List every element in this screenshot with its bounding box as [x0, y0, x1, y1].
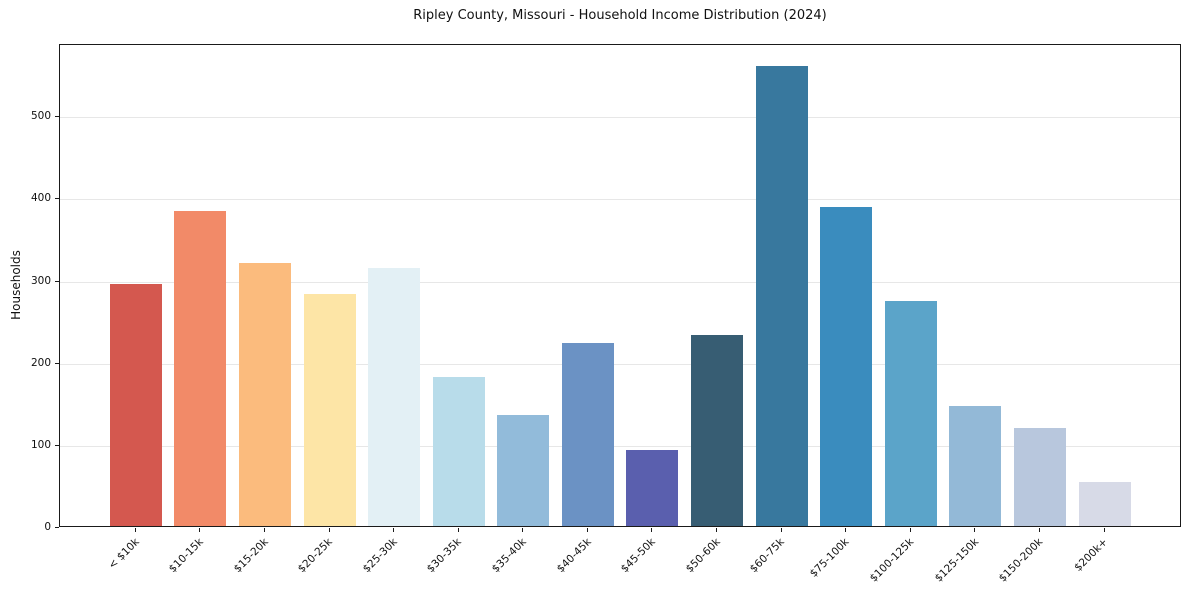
gridline-y-100 — [60, 445, 1180, 447]
bar — [109, 283, 162, 526]
x-tick-mark — [199, 528, 201, 532]
y-tick-label: 400 — [30, 192, 51, 205]
gridline-y-200 — [60, 363, 1180, 365]
x-tick-mark — [522, 528, 524, 532]
gridline-y-500 — [60, 117, 1180, 119]
x-tick-mark — [393, 528, 395, 532]
x-tick-mark — [1038, 528, 1040, 532]
x-tick-mark — [909, 528, 911, 532]
bar — [820, 207, 873, 526]
y-tick-mark — [55, 444, 59, 446]
y-tick-label: 0 — [44, 521, 51, 533]
bar — [1013, 428, 1066, 526]
bar — [432, 376, 485, 526]
bar — [561, 342, 614, 526]
y-tick-mark — [55, 280, 59, 282]
y-tick-label: 300 — [30, 274, 51, 287]
y-tick-label: 200 — [30, 356, 51, 369]
bar — [949, 406, 1002, 526]
y-tick-label: 500 — [30, 110, 51, 123]
y-tick-label: 100 — [30, 438, 51, 451]
bar — [691, 334, 744, 526]
bar — [303, 293, 356, 526]
y-tick-mark — [55, 198, 59, 200]
bar — [884, 300, 937, 526]
plot-area — [59, 44, 1181, 527]
x-tick-mark — [457, 528, 459, 532]
gridline-y-300 — [60, 281, 1180, 283]
bar — [626, 450, 679, 526]
x-tick-mark — [780, 528, 782, 532]
x-tick-mark — [845, 528, 847, 532]
bar — [1078, 481, 1131, 526]
x-tick-label-text: $200k+ — [1072, 536, 1110, 574]
x-tick-label: $200k+ — [962, 536, 1110, 574]
bar — [174, 210, 227, 526]
x-tick-mark — [586, 528, 588, 532]
x-tick-mark — [134, 528, 136, 532]
x-tick-mark — [974, 528, 976, 532]
bar — [497, 415, 550, 526]
chart-title: Ripley County, Missouri - Household Inco… — [413, 8, 827, 23]
x-tick-mark — [263, 528, 265, 532]
x-tick-mark — [1103, 528, 1105, 532]
x-tick-mark — [328, 528, 330, 532]
x-tick-mark — [651, 528, 653, 532]
bar — [368, 268, 421, 526]
bar — [755, 66, 808, 526]
y-tick-mark — [55, 362, 59, 364]
gridline-y-400 — [60, 199, 1180, 201]
x-tick-mark — [716, 528, 718, 532]
y-tick-mark — [55, 527, 59, 528]
y-tick-mark — [55, 116, 59, 118]
bar — [238, 263, 291, 526]
